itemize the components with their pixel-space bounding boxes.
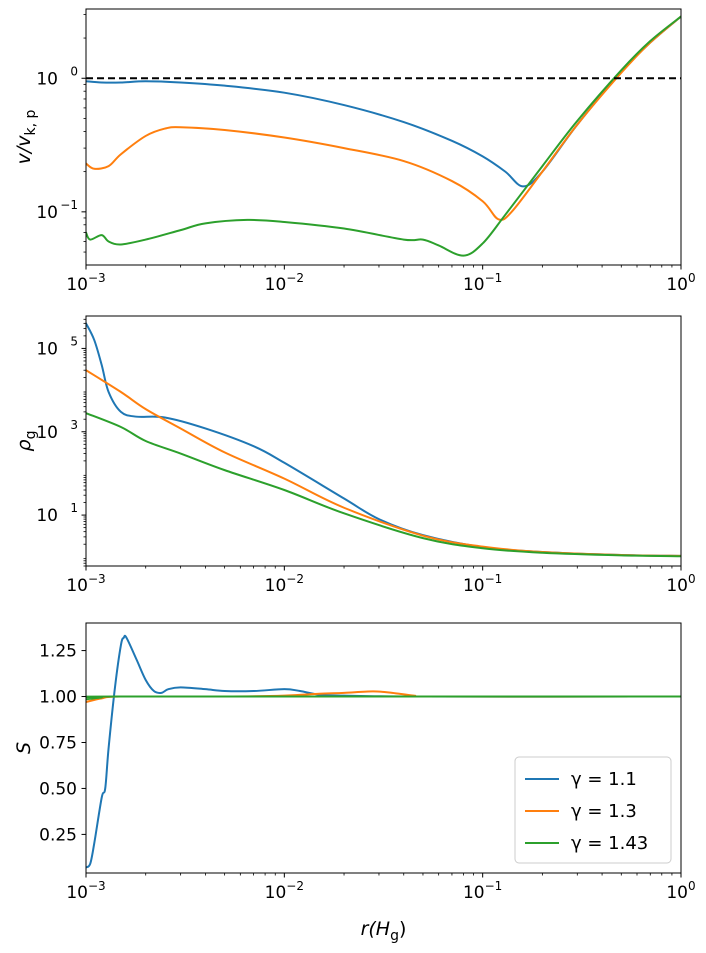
y-tick-label: 10 — [36, 339, 58, 359]
series-line-gamma-1.43 — [86, 695, 681, 701]
x-ticks: 10−3 10−2 10−1 100 — [66, 265, 696, 295]
axes-frame — [85, 622, 682, 874]
y-tick-exponent: 5 — [70, 334, 78, 348]
x-tick-label: 10−3 — [66, 572, 105, 596]
y-tick-label: 10 — [36, 69, 58, 89]
y-tick-label: 10 — [36, 203, 58, 223]
series-group — [86, 634, 681, 869]
x-ticks: 10−3 10−2 10−1 100 — [66, 566, 696, 596]
x-tick-label: 10−2 — [265, 879, 304, 903]
axes-frame — [85, 315, 682, 567]
y-ticks: 0.25 0.50 0.75 1.00 1.25 — [39, 642, 86, 845]
y-tick-label: 10 — [36, 506, 58, 526]
x-tick-label: 10−1 — [463, 879, 502, 903]
y-tick-label: 10 — [36, 423, 58, 443]
axes-frame — [85, 8, 682, 266]
series-line-gamma-1.3 — [86, 15, 681, 221]
x-tick-label: 100 — [666, 572, 695, 596]
x-tick-label: 10−2 — [265, 271, 304, 295]
density-panel: 10−3 10−2 10−1 100 10 1 10 3 10 5 ρg — [13, 315, 696, 596]
legend-label: γ = 1.1 — [571, 769, 637, 790]
y-tick-label: 1.25 — [39, 642, 77, 662]
y-tick-label: 0.25 — [39, 825, 77, 845]
x-axis-label: r(Hg) — [361, 918, 407, 944]
legend-box — [514, 756, 672, 864]
x-tick-label: 10−3 — [66, 271, 105, 295]
y-tick-label: 0.50 — [39, 779, 77, 799]
y-tick-exponent: 3 — [70, 418, 78, 432]
y-tick-exponent: 1 — [70, 501, 78, 515]
y-ticks: 10 1 10 3 10 5 — [36, 318, 86, 567]
x-tick-label: 10−2 — [265, 572, 304, 596]
series-line-gamma-1.3 — [86, 369, 681, 557]
y-axis-label: v/vk, p — [13, 110, 39, 165]
entropy-panel: 10−3 10−2 10−1 100 0.25 0.50 0.75 1.00 1.25 Sr(Hg… — [13, 622, 696, 944]
y-axis-label: S — [13, 742, 35, 754]
series-line-gamma-1.1 — [86, 15, 681, 188]
x-tick-label: 10−1 — [463, 271, 502, 295]
y-tick-exponent: 0 — [70, 64, 78, 78]
series-line-gamma-1.43 — [86, 412, 681, 558]
x-tick-label: 100 — [666, 271, 695, 295]
y-tick-label: 1.00 — [39, 688, 77, 708]
x-tick-label: 10−3 — [66, 879, 105, 903]
series-group — [86, 15, 681, 257]
series-group — [86, 322, 681, 558]
legend-label: γ = 1.3 — [571, 801, 637, 822]
legend-label: γ = 1.43 — [571, 833, 648, 854]
x-tick-label: 10−1 — [463, 572, 502, 596]
y-tick-exponent: −1 — [60, 198, 78, 212]
series-line-gamma-1.43 — [86, 15, 681, 257]
series-line-gamma-1.1 — [86, 322, 681, 557]
x-tick-label: 100 — [666, 879, 695, 903]
y-axis-label: ρg — [13, 431, 39, 452]
y-tick-label: 0.75 — [39, 733, 77, 753]
x-ticks: 10−3 10−2 10−1 100 — [66, 873, 696, 903]
legend: γ = 1.1 γ = 1.3 γ = 1.43 — [514, 756, 672, 864]
